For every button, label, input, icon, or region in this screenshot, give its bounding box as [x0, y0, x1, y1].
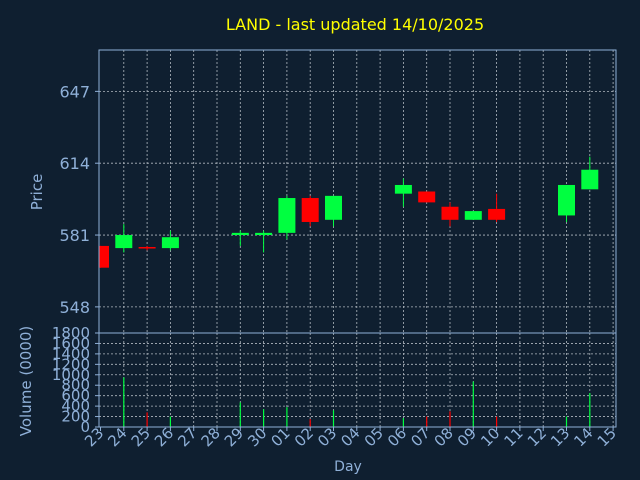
volume-tick-label: 1800 [52, 324, 90, 342]
candle-body [231, 232, 249, 236]
candle-body [558, 184, 575, 216]
price-grid [99, 50, 616, 333]
volume-tick-label: 600 [61, 387, 90, 405]
candle-01 [278, 195, 296, 240]
chart-title: LAND - last updated 14/10/2025 [226, 15, 484, 34]
candle-08 [441, 202, 459, 227]
candle-06 [394, 178, 412, 207]
x-tick-labels: 2324252627282930010203040506070809101112… [81, 424, 620, 450]
candle-09 [464, 211, 482, 220]
candle-02 [301, 195, 319, 227]
candle-03 [325, 195, 342, 227]
candle-body [464, 211, 482, 220]
volume-tick-label: 1600 [52, 334, 90, 352]
candle-07 [418, 191, 436, 203]
volume-plot-frame [98, 332, 617, 428]
candle-10 [488, 193, 506, 222]
price-tick-label: 581 [59, 226, 90, 245]
volume-tick-label: 1000 [52, 366, 90, 384]
x-axis-label: Day [334, 459, 362, 475]
candle-25 [138, 245, 156, 251]
price-tick-label: 647 [59, 82, 90, 101]
volume-grid [99, 333, 616, 427]
price-plot-frame [98, 49, 617, 334]
candle-26 [161, 230, 179, 251]
candle-body [278, 198, 296, 233]
price-tick-label: 548 [59, 298, 90, 317]
volume-tick-label: 1200 [52, 355, 90, 373]
volume-tick-label: 800 [61, 376, 90, 394]
candle-body [325, 195, 342, 220]
x-tick-label: 15 [594, 424, 620, 450]
volume-tick-label: 400 [61, 397, 90, 415]
candle-23 [99, 245, 109, 268]
price-tick-labels: 548 581 614 647 [59, 82, 99, 317]
candle-body [418, 191, 436, 203]
price-tick-label: 614 [59, 154, 90, 173]
candle-body [394, 184, 412, 194]
volume-tick-label: 200 [61, 408, 90, 426]
volume-tick-label: 0 [80, 418, 90, 436]
candle-body [115, 235, 133, 249]
candle-24 [115, 224, 133, 253]
candle-body [301, 198, 319, 222]
volume-bars [123, 377, 591, 427]
candle-body [138, 247, 156, 249]
candle-13 [558, 184, 575, 222]
candle-body [581, 169, 599, 190]
price-candles [99, 156, 599, 268]
candle-body [488, 208, 506, 220]
candle-body [99, 245, 109, 268]
volume-axis-label: Volume (0000) [17, 326, 35, 436]
candle-30 [255, 230, 273, 253]
candle-body [441, 206, 459, 220]
candle-14 [581, 156, 599, 190]
price-panel: 548 581 614 647 Price [28, 49, 617, 334]
price-axis-label: Price [28, 174, 46, 211]
volume-tick-label: 1400 [52, 345, 90, 363]
candle-body [255, 232, 273, 236]
candle-29 [231, 230, 249, 246]
candle-body [161, 237, 179, 249]
